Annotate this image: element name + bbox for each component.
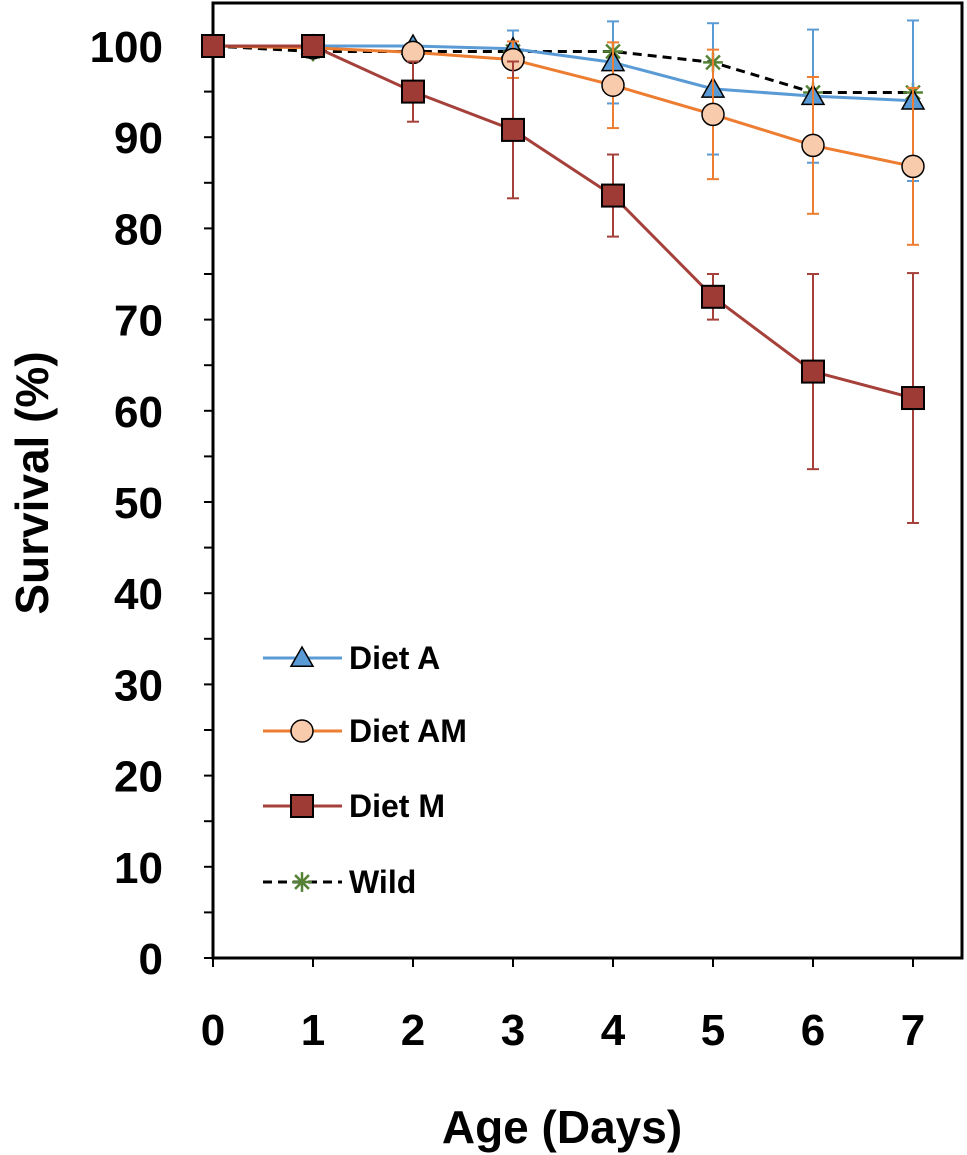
- legend-marker: [292, 872, 312, 892]
- y-tick-label: 80: [114, 205, 163, 254]
- series-line: [213, 44, 914, 103]
- data-point: [801, 359, 825, 384]
- legend-marker: [289, 645, 315, 667]
- series-line: [212, 44, 914, 168]
- data-point: [501, 117, 525, 142]
- series-line: [212, 44, 913, 95]
- data-point: [901, 386, 925, 411]
- x-tick-label: 6: [801, 1006, 825, 1055]
- plot-area-frame: [211, 1, 964, 960]
- y-tick-label: 60: [114, 388, 163, 437]
- x-tick-label: 4: [601, 1006, 626, 1055]
- axes: 0 10 20 30 40 50 60 70 80 90 100 0 1 2 3 4 5 6 7: [90, 1, 964, 1055]
- data-point: [401, 79, 425, 104]
- legend-label: Wild: [349, 864, 416, 900]
- y-tick-label: 0: [139, 935, 163, 984]
- legend-marker: [290, 794, 314, 818]
- y-tick-label: 10: [114, 844, 163, 893]
- data-point: [201, 34, 225, 58]
- series-diet-am: [201, 34, 925, 246]
- y-tick-label: 100: [90, 23, 163, 72]
- data-point: [701, 284, 725, 309]
- legend-label: Diet A: [349, 640, 440, 676]
- legend: Diet A Diet AM Diet M Wild: [263, 640, 467, 900]
- x-tick-label: 3: [501, 1006, 525, 1055]
- legend-label: Diet M: [349, 788, 445, 824]
- y-axis-title: Survival (%): [6, 351, 58, 614]
- y-tick-label: 20: [114, 753, 163, 802]
- x-tick-label: 1: [301, 1006, 325, 1055]
- y-tick-label: 70: [114, 297, 163, 346]
- x-tick-label: 2: [401, 1006, 425, 1055]
- x-tick-label: 7: [901, 1006, 925, 1055]
- x-tick-label: 0: [201, 1006, 225, 1055]
- x-tick-label: 5: [701, 1006, 725, 1055]
- data-point: [301, 34, 325, 58]
- legend-item: Diet AM: [263, 713, 467, 749]
- series-line: [213, 44, 914, 400]
- x-axis-title: Age (Days): [442, 1101, 682, 1153]
- y-tick-label: 90: [114, 114, 163, 163]
- y-tick-label: 40: [114, 570, 163, 619]
- y-tick-label: 30: [114, 661, 163, 710]
- data-point: [601, 183, 625, 208]
- data-point: [801, 133, 825, 158]
- legend-label: Diet AM: [349, 713, 467, 749]
- series-diet-m: [201, 34, 925, 524]
- data-series: [200, 19, 926, 524]
- data-point: [601, 73, 625, 97]
- legend-item: Wild: [263, 864, 416, 900]
- data-point: [401, 40, 425, 65]
- legend-item: Diet M: [263, 788, 445, 824]
- y-tick-label: 50: [114, 479, 163, 528]
- data-point: [901, 154, 925, 179]
- data-point: [701, 102, 725, 127]
- legend-marker: [290, 719, 314, 743]
- legend-item: Diet A: [263, 640, 440, 676]
